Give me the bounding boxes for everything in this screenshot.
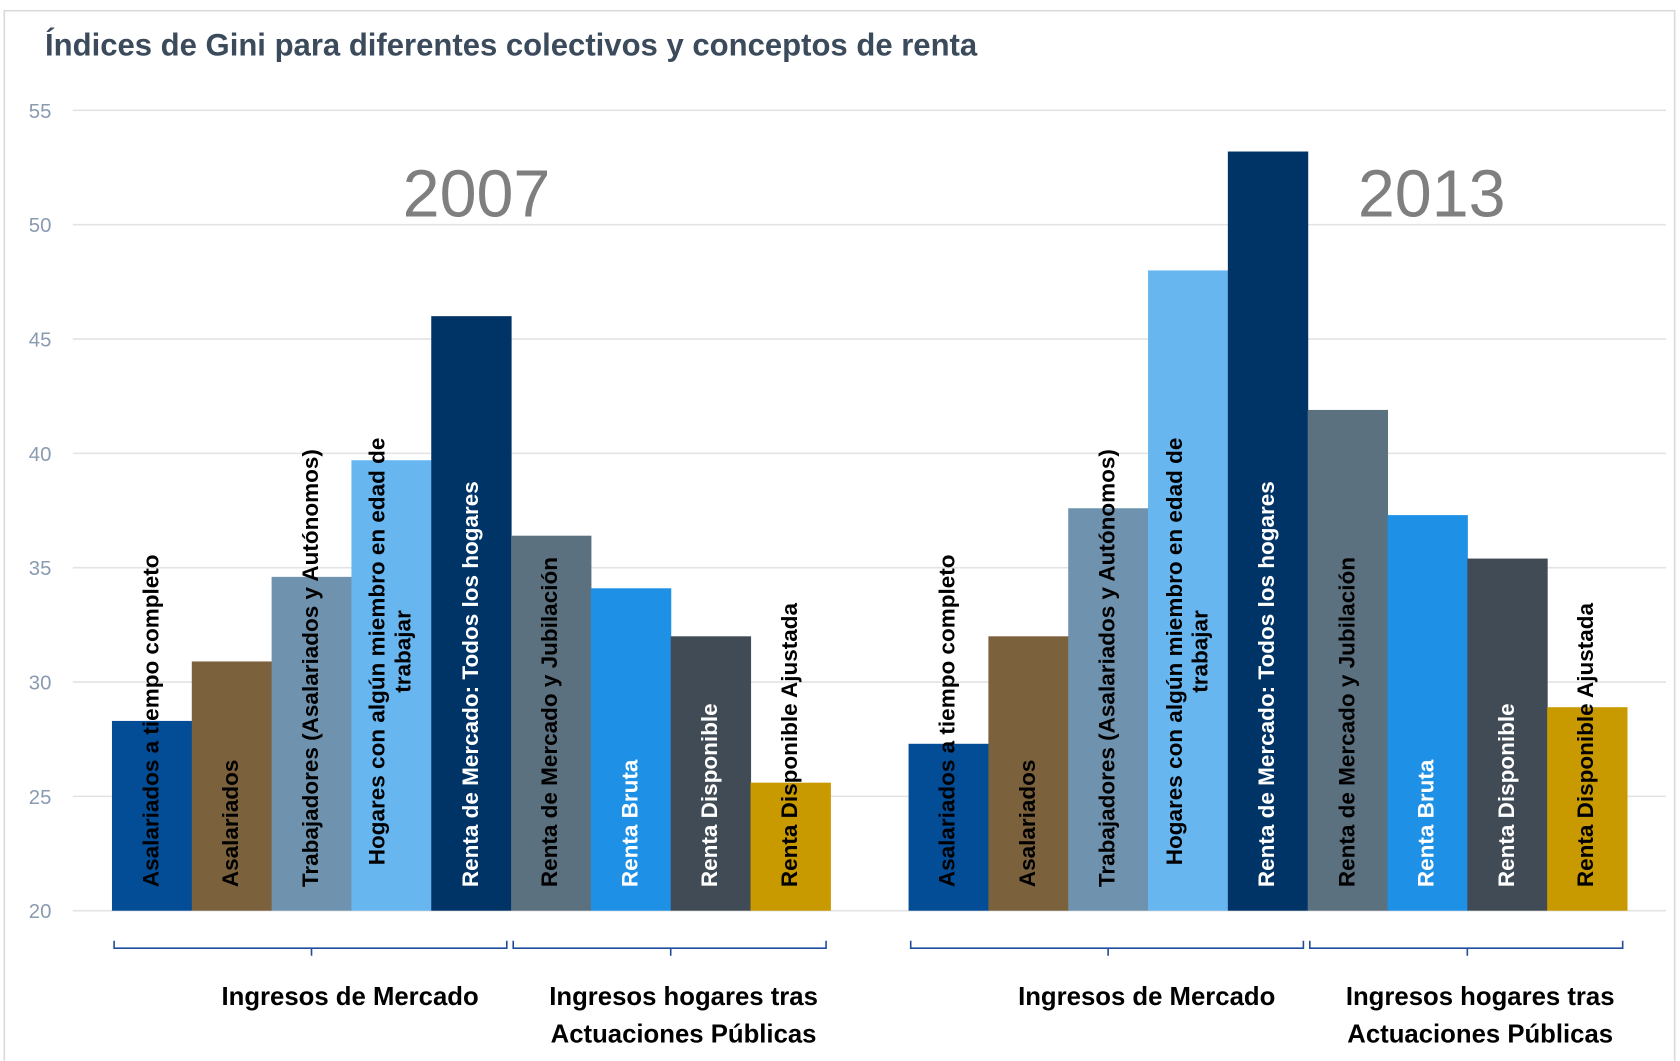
bar	[511, 535, 592, 911]
bar-series-label: Renta Disponible Ajustada	[1547, 416, 1627, 887]
bar	[908, 743, 989, 911]
bracket-label-text: Ingresos de Mercado	[1018, 982, 1276, 1012]
bar	[1068, 508, 1149, 911]
bar-series-label-text: Asalariados a tiempo completo	[139, 554, 164, 888]
bar	[988, 636, 1069, 911]
bar	[1547, 707, 1628, 911]
y-tick-label: 25	[29, 787, 52, 809]
bar-series-label: Renta de Mercado: Todos los hogares	[431, 416, 511, 887]
bar-series-label: Hogares con algún miembro en edad de tra…	[351, 416, 431, 887]
bar	[670, 636, 752, 911]
bar	[1307, 409, 1389, 911]
chart-title: Índices de Gini para diferentes colectiv…	[45, 28, 978, 63]
bar-series-label: Renta Disponible Ajustada	[751, 416, 831, 887]
bracket-label: Ingresos de Mercado	[986, 978, 1307, 1016]
bar-series-label-text: Renta de Mercado: Todos los hogares	[458, 481, 483, 888]
bar-series-label: Renta de Mercado: Todos los hogares	[1228, 416, 1308, 887]
bar-series-label-text: Renta de Mercado: Todos los hogares	[1254, 481, 1280, 888]
bracket	[512, 940, 827, 956]
bar-series-label-text: Renta de Mercado y Jubilación	[538, 557, 563, 888]
bar-series-label: Asalariados a tiempo completo	[112, 416, 192, 888]
bracket	[909, 940, 1305, 956]
bracket-label-text: Ingresos de Mercado	[221, 982, 479, 1012]
bracket-label-text: Ingresos hogares tras Actuaciones Públic…	[1345, 982, 1615, 1049]
bar	[1387, 515, 1468, 911]
bar-series-label-text: Renta Bruta	[1414, 759, 1440, 888]
bar-series-label: Trabajadores (Asalariados y Autónomos)	[1068, 416, 1148, 887]
y-tick-label: 30	[29, 673, 52, 695]
bar-series-label-text: Asalariados	[1015, 759, 1041, 888]
bracket-label: Ingresos de Mercado	[189, 978, 510, 1016]
bar	[111, 720, 193, 911]
bar-series-label-text: Hogares con algún miembro en edad de tra…	[365, 437, 416, 866]
bar-series-label-text: Trabajadores (Asalariados y Autónomos)	[298, 449, 324, 888]
bar-series-label-text: Asalariados	[218, 759, 244, 888]
bar-series-label-text: Hogares con algún miembro en edad de tra…	[1162, 437, 1213, 866]
bar-series-label: Asalariados	[988, 416, 1068, 888]
bracket-label-text: Ingresos hogares tras Actuaciones Públic…	[549, 982, 818, 1049]
bar-series-label: Hogares con algún miembro en edad de tra…	[1148, 416, 1228, 887]
bar-series-label: Renta de Mercado y Jubilación	[1308, 416, 1388, 887]
bar	[590, 588, 672, 911]
chart-border	[3, 9, 1676, 1061]
bar-series-label: Renta Disponible	[671, 416, 751, 887]
bar-series-label: Renta Disponible	[1467, 416, 1547, 887]
bar-series-label-text: Renta Disponible Ajustada	[777, 602, 803, 888]
bar-series-label: Renta Bruta	[1388, 416, 1468, 888]
group-label: 2013	[1358, 157, 1506, 231]
bar-series-label: Trabajadores (Asalariados y Autónomos)	[272, 416, 352, 887]
y-tick-label: 55	[29, 101, 52, 123]
bar-series-label: Asalariados	[192, 416, 272, 888]
bar-series-label: Renta Bruta	[591, 416, 671, 888]
bar	[1467, 558, 1548, 911]
bar	[750, 782, 831, 911]
bar-series-label: Asalariados a tiempo completo	[909, 416, 989, 888]
y-tick-label: 35	[29, 558, 52, 580]
group-label: 2007	[403, 157, 551, 231]
bar	[1227, 151, 1309, 911]
bar-series-label-text: Renta de Mercado y Jubilación	[1334, 557, 1360, 888]
bar	[351, 460, 432, 911]
bar-series-label-text: Renta Disponible Ajustada	[1574, 602, 1599, 888]
bar	[431, 316, 512, 911]
bar-series-label: Renta de Mercado y Jubilación	[511, 416, 591, 887]
bar-series-label-text: Renta Bruta	[617, 759, 643, 888]
bracket-label: Ingresos hogares tras Actuaciones Públic…	[523, 978, 844, 1053]
y-tick-label: 20	[29, 901, 52, 923]
y-tick-label: 45	[29, 330, 52, 352]
bar-series-label-text: Renta Disponible	[697, 703, 723, 888]
bar-series-label-text: Trabajadores (Asalariados y Autónomos)	[1095, 449, 1120, 888]
y-tick-label: 40	[29, 444, 52, 466]
y-tick-label: 50	[29, 215, 52, 237]
bar-series-label-text: Renta Disponible	[1494, 703, 1520, 888]
bar	[1148, 270, 1229, 911]
bracket-label: Ingresos hogares tras Actuaciones Públic…	[1319, 978, 1640, 1053]
bar-series-label-text: Asalariados a tiempo completo	[935, 554, 961, 888]
bracket	[1309, 940, 1624, 956]
bar	[271, 576, 352, 911]
bar	[191, 661, 273, 911]
bracket	[113, 940, 508, 956]
